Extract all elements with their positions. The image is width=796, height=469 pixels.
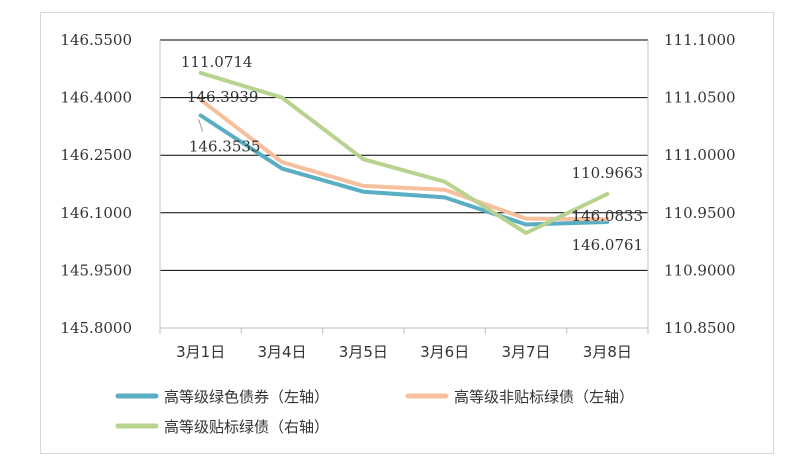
data-label: 146.0761 bbox=[572, 236, 644, 254]
y-right-tick-label: 111.1000 bbox=[664, 31, 736, 49]
x-tick-label: 3月5日 bbox=[339, 343, 388, 361]
y-left-tick-label: 145.9500 bbox=[60, 261, 132, 279]
series-line-0 bbox=[198, 113, 610, 227]
legend-label-2: 高等级贴标绿债（右轴） bbox=[164, 418, 329, 436]
y-right-tick-label: 110.9500 bbox=[664, 204, 736, 222]
x-tick-label: 3月6日 bbox=[420, 343, 469, 361]
y-left-tick-label: 146.4000 bbox=[60, 89, 132, 107]
y-left-tick-label: 146.1000 bbox=[60, 204, 132, 222]
x-tick-label: 3月8日 bbox=[583, 343, 632, 361]
y-left-tick-label: 146.5500 bbox=[60, 31, 132, 49]
data-label: 146.3535 bbox=[189, 137, 261, 155]
y-left-tick-label: 145.8000 bbox=[60, 319, 132, 337]
y-right-tick-label: 110.8500 bbox=[664, 319, 736, 337]
y-right-tick-label: 111.0500 bbox=[664, 89, 736, 107]
data-label: 146.3939 bbox=[187, 88, 259, 106]
x-tick-label: 3月1日 bbox=[176, 343, 225, 361]
legend-label-1: 高等级非贴标绿债（左轴） bbox=[454, 388, 634, 406]
series-line-1 bbox=[198, 97, 610, 222]
y-right-tick-label: 111.0000 bbox=[664, 146, 736, 164]
legend-label-0: 高等级绿色债券（左轴） bbox=[164, 388, 329, 406]
chart-frame bbox=[40, 12, 774, 454]
y-left-tick-label: 146.2500 bbox=[60, 146, 132, 164]
x-tick-label: 3月4日 bbox=[257, 343, 306, 361]
data-label: 146.0833 bbox=[572, 207, 644, 225]
y-right-tick-label: 110.9000 bbox=[664, 261, 736, 279]
data-label-leader bbox=[198, 119, 204, 132]
data-label: 110.9663 bbox=[572, 164, 644, 182]
series-line-2 bbox=[198, 70, 610, 235]
x-tick-label: 3月7日 bbox=[501, 343, 550, 361]
data-label: 111.0714 bbox=[181, 53, 253, 71]
